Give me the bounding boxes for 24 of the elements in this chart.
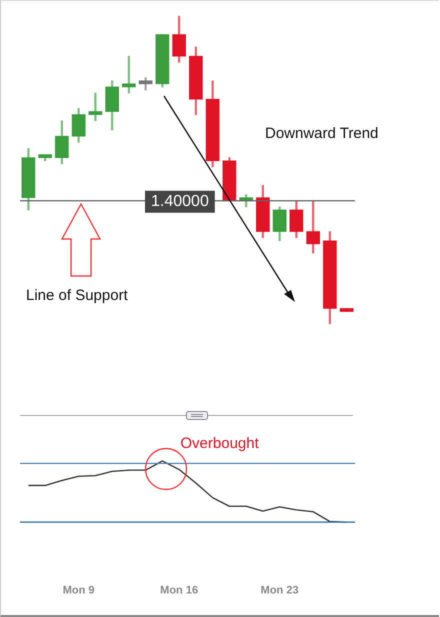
candlestick: [306, 200, 320, 254]
candlestick: [172, 16, 186, 63]
text: Overbought: [180, 435, 260, 452]
candlestick: [156, 34, 170, 88]
x-tick-label: Mon 9: [62, 584, 95, 596]
candlestick: [206, 80, 220, 168]
candlestick: [256, 185, 270, 238]
candlestick: [290, 200, 304, 238]
candlestick: [189, 46, 203, 115]
candlestick: [272, 206, 286, 242]
x-tick-label: Mon 16: [160, 584, 198, 596]
candlestick: [105, 80, 119, 130]
candlestick: [340, 308, 354, 312]
annotation: 1.40000: [151, 193, 209, 210]
candlestick: [323, 231, 337, 324]
x-tick-label: Mon 23: [260, 584, 299, 596]
candlestick: [22, 148, 36, 210]
candlestick: [55, 120, 69, 164]
candlestick: [138, 77, 152, 90]
candlestick: [88, 92, 102, 122]
annotation: Downward Trend: [265, 125, 378, 142]
candlestick: [122, 56, 136, 94]
annotation: Line of Support: [26, 287, 129, 304]
candlestick: [72, 108, 86, 143]
